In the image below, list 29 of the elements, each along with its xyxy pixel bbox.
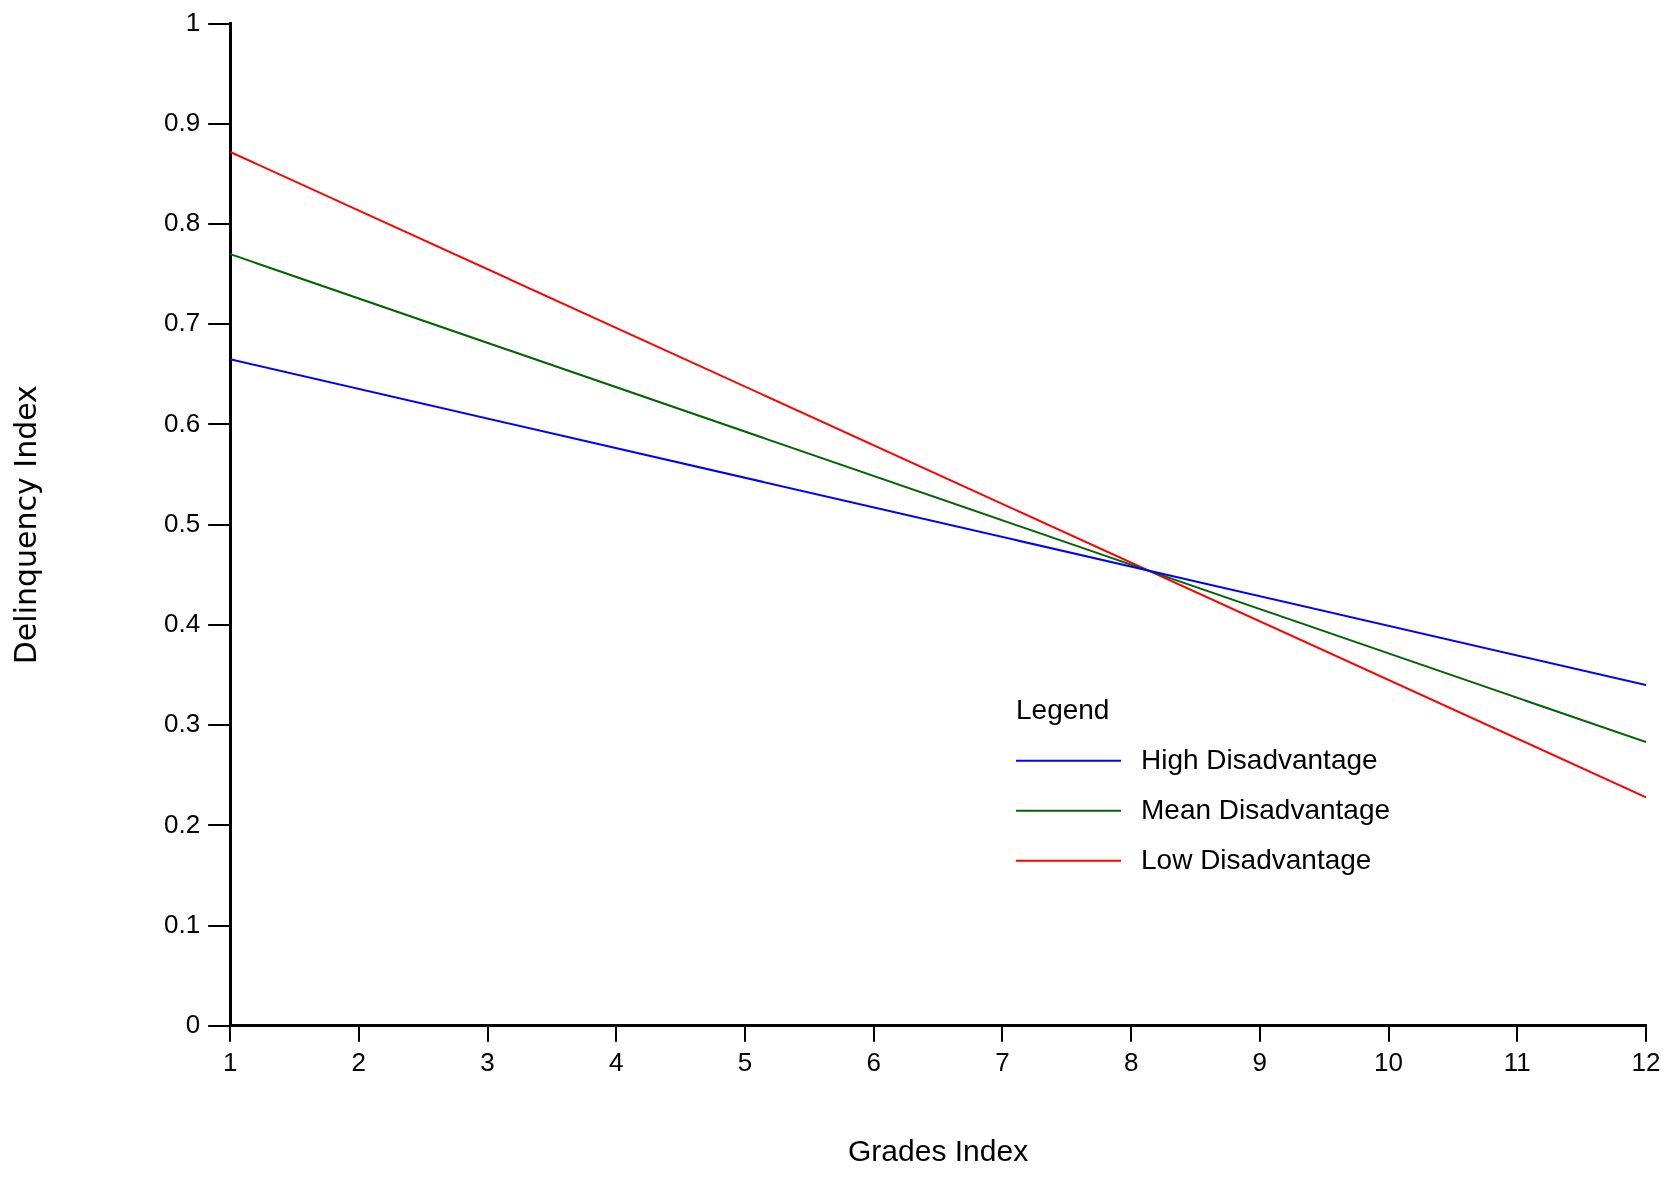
y-tick-label: 0.9 (163, 106, 201, 137)
legend-label: High Disadvantage (1141, 743, 1378, 775)
legend-label: Mean Disadvantage (1141, 793, 1391, 825)
x-tick-label: 3 (480, 1046, 495, 1077)
y-axis-title: Delinquency Index (7, 385, 43, 665)
x-tick-label: 7 (995, 1046, 1010, 1077)
x-tick-label: 9 (1252, 1046, 1268, 1077)
x-tick-label: 8 (1123, 1046, 1139, 1077)
y-tick-label: 0 (185, 1008, 201, 1039)
y-tick-label: 0.4 (163, 608, 201, 639)
y-tick-label: 0.2 (163, 808, 201, 839)
x-axis-title: Grades Index (848, 1134, 1029, 1168)
x-tick-label: 2 (351, 1046, 367, 1077)
y-tick-label: 0.8 (163, 207, 201, 238)
y-tick-label: 1 (185, 6, 201, 37)
x-tick-label: 11 (1503, 1046, 1531, 1077)
y-tick-label: 0.3 (163, 708, 201, 739)
legend-label: Low Disadvantage (1141, 843, 1372, 875)
y-tick-label: 0.7 (163, 307, 201, 338)
x-tick-label: 6 (866, 1046, 881, 1077)
y-tick-label: 0.6 (163, 407, 201, 438)
y-tick-label: 0.5 (163, 507, 201, 538)
x-tick-label: 1 (222, 1046, 238, 1077)
x-tick-label: 5 (737, 1046, 753, 1077)
legend-title: Legend (1016, 693, 1110, 725)
x-tick-label: 12 (1631, 1046, 1661, 1077)
x-tick-label: 10 (1374, 1046, 1404, 1077)
x-tick-label: 4 (609, 1046, 624, 1077)
y-tick-label: 0.1 (163, 908, 201, 939)
